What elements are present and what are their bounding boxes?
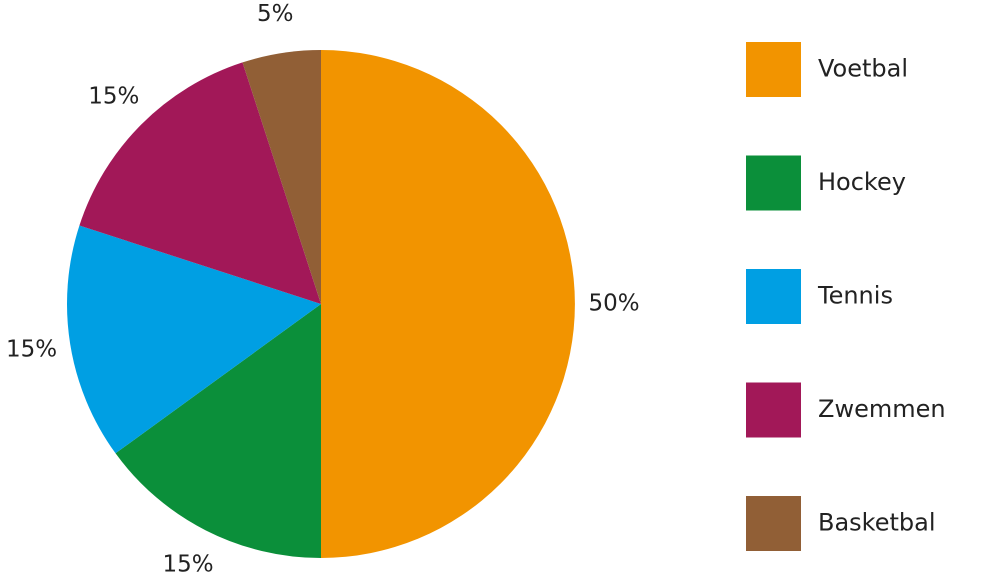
legend: Voetbal Hockey Tennis Zwemmen Basketbal	[746, 42, 946, 551]
pie-value-labels: 50% 15% 15% 15% 5%	[6, 1, 640, 578]
legend-label-tennis: Tennis	[817, 282, 893, 310]
legend-swatch-hockey	[746, 155, 801, 211]
legend-label-hockey: Hockey	[818, 168, 906, 196]
legend-swatch-basketbal	[746, 496, 801, 551]
pie-value-label-zwemmen: 15%	[88, 83, 139, 109]
pie-slice-zwemmen	[79, 62, 322, 305]
legend-label-zwemmen: Zwemmen	[818, 395, 946, 423]
pie-value-label-hockey: 15%	[162, 552, 213, 578]
legend-swatch-tennis	[746, 269, 801, 324]
legend-label-voetbal: Voetbal	[818, 55, 908, 83]
pie-value-label-tennis: 15%	[6, 336, 57, 362]
pie-slice-tennis	[66, 225, 321, 454]
legend-label-basketbal: Basketbal	[818, 509, 936, 537]
legend-swatch-voetbal	[746, 42, 801, 97]
pie-value-label-basketbal: 5%	[257, 1, 294, 27]
pie-slice-basketbal	[242, 50, 321, 304]
legend-swatch-zwemmen	[746, 382, 801, 438]
pie-value-label-voetbal: 50%	[588, 291, 639, 317]
pie-slice-hockey	[115, 304, 321, 559]
pie-slices	[66, 50, 575, 559]
pie-slice-voetbal	[321, 50, 575, 558]
